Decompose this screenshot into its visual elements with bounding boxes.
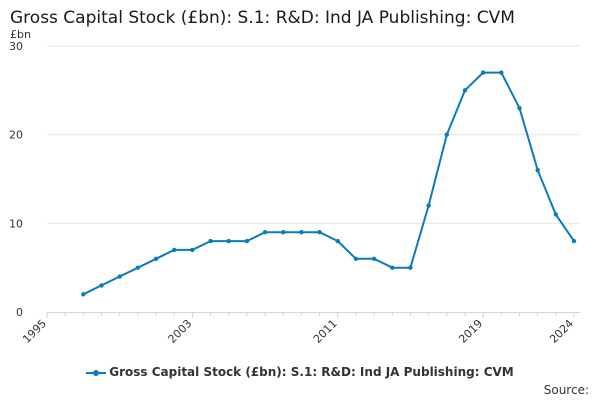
chart-title: Gross Capital Stock (£bn): S.1: R&D: Ind… (10, 8, 515, 28)
x-axis: 1995 2003 2011 2019 2024 (20, 312, 580, 346)
data-point[interactable] (153, 256, 159, 261)
source-label: Source: (543, 383, 589, 397)
data-point[interactable] (99, 283, 104, 288)
data-point[interactable] (190, 247, 195, 253)
data-point[interactable] (408, 265, 413, 270)
data-point[interactable] (371, 256, 377, 261)
data-point[interactable] (390, 265, 395, 270)
y-axis-label: £bn (10, 28, 31, 41)
x-tick-label: 2024 (547, 317, 576, 346)
y-tick-label: 30 (9, 40, 23, 53)
series-line (82, 71, 575, 296)
data-point[interactable] (535, 167, 540, 173)
y-tick-label: 20 (9, 129, 23, 142)
y-axis-ticks: 0 10 20 30 (9, 40, 23, 319)
data-point[interactable] (262, 230, 268, 235)
legend-label: Gross Capital Stock (£bn): S.1: R&D: Ind… (109, 365, 514, 379)
x-tick-label: 2003 (166, 317, 195, 346)
data-point[interactable] (426, 203, 431, 208)
y-tick-label: 10 (9, 217, 23, 230)
data-point[interactable] (226, 238, 231, 244)
y-tick-label: 0 (16, 306, 23, 319)
legend-swatch-icon (86, 367, 107, 379)
data-point[interactable] (462, 88, 468, 93)
data-point[interactable] (553, 212, 559, 217)
x-tick-label: 2019 (456, 317, 485, 346)
data-point[interactable] (208, 238, 213, 244)
data-point[interactable] (281, 230, 286, 235)
data-point[interactable] (335, 238, 340, 244)
data-point[interactable] (244, 238, 250, 244)
data-point[interactable] (172, 247, 177, 253)
x-tick-label: 2011 (311, 317, 340, 346)
data-point[interactable] (317, 230, 322, 235)
data-point[interactable] (444, 132, 449, 137)
data-point[interactable] (299, 230, 304, 235)
gridlines (47, 45, 580, 224)
data-point[interactable] (353, 256, 359, 261)
series-layer (81, 70, 577, 297)
data-point[interactable] (135, 265, 141, 270)
x-tick-label: 1995 (20, 317, 49, 346)
data-point[interactable] (117, 274, 122, 279)
data-point[interactable] (480, 70, 486, 75)
legend[interactable]: Gross Capital Stock (£bn): S.1: R&D: Ind… (0, 365, 600, 379)
data-point[interactable] (81, 292, 86, 297)
data-point[interactable] (571, 238, 577, 244)
data-point[interactable] (499, 70, 504, 75)
data-point[interactable] (517, 105, 522, 111)
